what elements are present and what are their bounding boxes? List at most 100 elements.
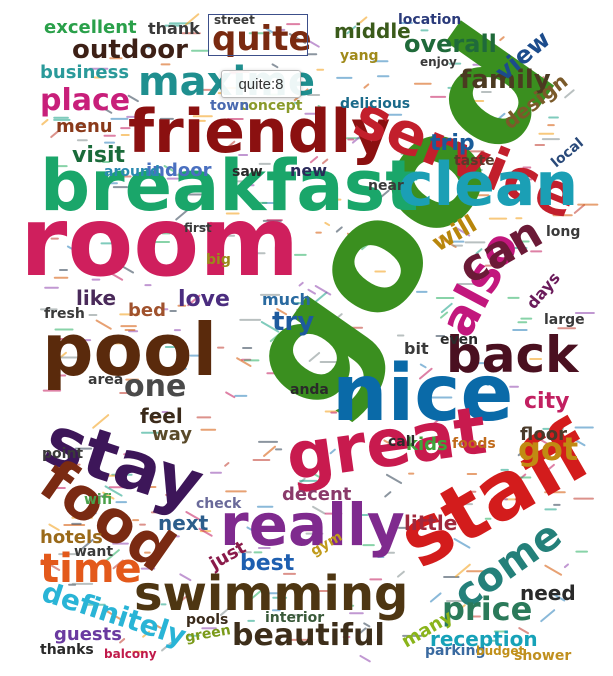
filler-word-mark bbox=[175, 206, 192, 221]
word-balcony[interactable]: balcony bbox=[104, 647, 157, 661]
word-thanks[interactable]: thanks bbox=[40, 642, 94, 658]
filler-word-mark bbox=[149, 416, 158, 419]
filler-word-mark bbox=[125, 378, 140, 381]
word-yang[interactable]: yang bbox=[340, 48, 379, 64]
word-nice[interactable]: nice bbox=[332, 349, 513, 439]
word-price[interactable]: price bbox=[442, 590, 532, 628]
word-around[interactable]: around bbox=[104, 164, 160, 180]
word-back[interactable]: back bbox=[446, 326, 580, 384]
word-bed[interactable]: bed bbox=[128, 300, 166, 321]
word-excellent[interactable]: excellent bbox=[44, 17, 137, 38]
word-wifi[interactable]: wifi bbox=[84, 492, 112, 508]
word-love[interactable]: love bbox=[178, 287, 230, 312]
word-check[interactable]: check bbox=[196, 496, 242, 512]
word-point[interactable]: point bbox=[42, 446, 83, 462]
word-floor[interactable]: floor bbox=[520, 424, 567, 445]
word-time[interactable]: time bbox=[40, 546, 142, 592]
word-friendly[interactable]: friendly bbox=[128, 97, 390, 167]
filler-word-mark bbox=[50, 130, 59, 139]
filler-word-mark bbox=[488, 112, 506, 128]
filler-word-mark bbox=[517, 444, 532, 457]
filler-word-mark bbox=[103, 134, 116, 137]
word-visit[interactable]: visit bbox=[72, 143, 126, 168]
word-pools[interactable]: pools bbox=[186, 612, 228, 628]
word-pool[interactable]: pool bbox=[42, 308, 217, 392]
word-much[interactable]: much bbox=[262, 290, 311, 309]
word-anda[interactable]: anda bbox=[290, 382, 329, 398]
word-hotels[interactable]: hotels bbox=[40, 527, 103, 548]
filler-word-mark bbox=[507, 296, 520, 299]
word-reception[interactable]: reception bbox=[430, 627, 538, 651]
word-menu[interactable]: menu bbox=[56, 116, 113, 137]
word-indoor[interactable]: indoor bbox=[146, 160, 212, 181]
word-concept[interactable]: concept bbox=[240, 98, 303, 114]
word-city[interactable]: city bbox=[524, 389, 569, 414]
filler-word-mark bbox=[372, 60, 389, 63]
word-swimming[interactable]: swimming bbox=[134, 566, 408, 622]
word-even[interactable]: even bbox=[440, 332, 478, 348]
word-feel[interactable]: feel bbox=[140, 404, 183, 428]
word-taste[interactable]: taste bbox=[454, 153, 495, 169]
word-need[interactable]: need bbox=[520, 581, 576, 605]
word-trip[interactable]: trip bbox=[430, 131, 475, 156]
word-next[interactable]: next bbox=[158, 511, 209, 535]
word-thank[interactable]: thank bbox=[148, 19, 200, 38]
word-breakfast[interactable]: breakfast bbox=[40, 145, 419, 227]
filler-word-mark bbox=[140, 567, 156, 570]
filler-word-mark bbox=[132, 650, 146, 653]
word-try[interactable]: try bbox=[272, 307, 314, 337]
word-bit[interactable]: bit bbox=[404, 339, 429, 358]
word-large[interactable]: large bbox=[544, 312, 585, 328]
word-first[interactable]: first bbox=[184, 221, 212, 235]
word-interior[interactable]: interior bbox=[265, 610, 324, 626]
word-middle[interactable]: middle bbox=[334, 19, 411, 43]
word-town[interactable]: town bbox=[210, 98, 249, 114]
word-fresh[interactable]: fresh bbox=[44, 306, 85, 322]
filler-word-mark bbox=[384, 491, 392, 498]
word-little[interactable]: little bbox=[404, 511, 457, 535]
word-enjoy[interactable]: enjoy bbox=[420, 55, 457, 69]
word-overall[interactable]: overall bbox=[404, 30, 497, 58]
word-place[interactable]: place bbox=[40, 83, 130, 118]
word-budget[interactable]: budget bbox=[476, 644, 524, 658]
word-like[interactable]: like bbox=[76, 286, 116, 310]
word-shower[interactable]: shower bbox=[514, 648, 571, 664]
word-want[interactable]: want bbox=[74, 544, 113, 560]
word-long[interactable]: long bbox=[546, 224, 580, 240]
word-area[interactable]: area bbox=[88, 372, 123, 388]
word-foods[interactable]: foods bbox=[452, 436, 496, 452]
word-street[interactable]: street bbox=[214, 13, 255, 27]
word-business[interactable]: business bbox=[40, 62, 129, 83]
word-near[interactable]: near bbox=[368, 178, 404, 194]
word-parking[interactable]: parking bbox=[425, 643, 485, 659]
word-outdoor[interactable]: outdoor bbox=[72, 35, 188, 65]
filler-word-mark bbox=[144, 44, 150, 49]
word-way[interactable]: way bbox=[152, 424, 192, 445]
word-clean[interactable]: clean bbox=[398, 150, 578, 220]
word-quite[interactable]: quite bbox=[212, 19, 312, 59]
word-green[interactable]: green bbox=[184, 622, 232, 646]
filler-word-mark bbox=[314, 285, 332, 296]
filler-word-mark bbox=[519, 240, 530, 243]
word-guests[interactable]: guests bbox=[54, 624, 122, 645]
word-decent[interactable]: decent bbox=[282, 484, 352, 505]
word-new[interactable]: new bbox=[290, 161, 327, 180]
filler-word-mark bbox=[161, 232, 171, 235]
filler-word-mark bbox=[416, 520, 436, 523]
word-location[interactable]: location bbox=[398, 12, 461, 28]
word-best[interactable]: best bbox=[240, 551, 295, 576]
filler-word-mark bbox=[408, 472, 415, 475]
word-family[interactable]: family bbox=[460, 65, 551, 95]
word-beautiful[interactable]: beautiful bbox=[232, 618, 385, 653]
word-room[interactable]: room bbox=[20, 186, 299, 298]
word-really[interactable]: really bbox=[220, 491, 405, 559]
word-kids[interactable]: kids bbox=[406, 434, 448, 455]
word-days[interactable]: days bbox=[523, 268, 564, 312]
word-got[interactable]: got bbox=[518, 430, 578, 468]
word-call[interactable]: call bbox=[388, 434, 415, 450]
word-one[interactable]: one bbox=[124, 369, 186, 404]
word-delicious[interactable]: delicious bbox=[340, 96, 410, 112]
word-saw[interactable]: saw bbox=[232, 164, 263, 180]
filler-word-mark bbox=[198, 225, 218, 228]
word-big[interactable]: big bbox=[206, 252, 231, 268]
